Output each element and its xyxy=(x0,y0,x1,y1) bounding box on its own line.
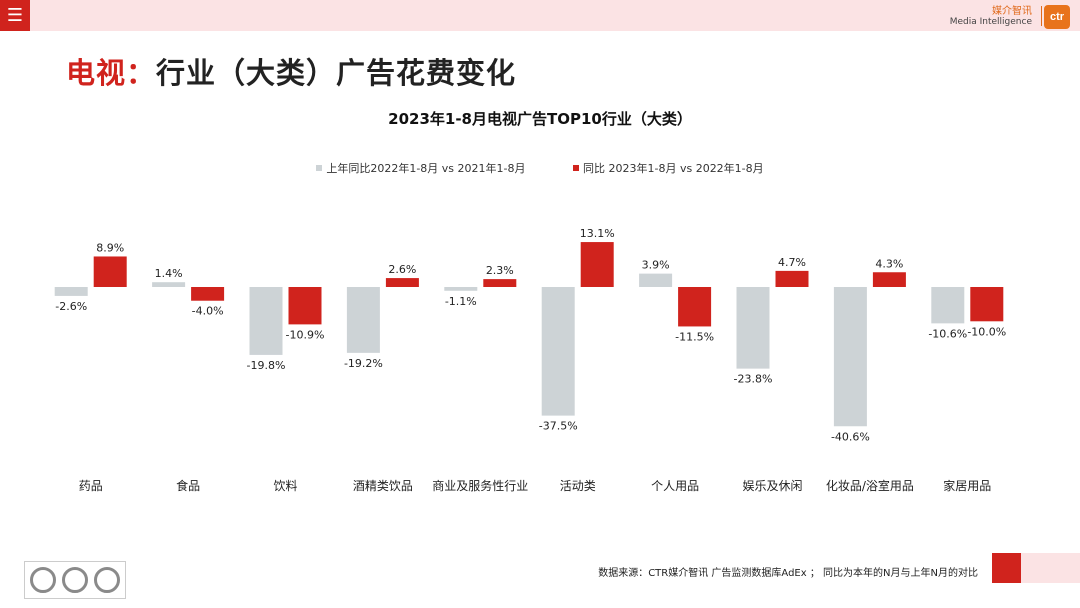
chart-legend: 上年同比2022年1-8月 vs 2021年1-8月 同比 2023年1-8月 … xyxy=(0,160,1080,176)
category-label: 个人用品 xyxy=(651,479,699,493)
data-label: 2.6% xyxy=(388,263,416,276)
data-label: -11.5% xyxy=(675,330,714,343)
legend-item-current-year: 同比 2023年1-8月 vs 2022年1-8月 xyxy=(573,160,764,176)
data-label: 8.9% xyxy=(96,241,124,254)
category-label: 药品 xyxy=(79,479,103,493)
brand-text: 媒介智讯 Media Intelligence xyxy=(950,6,1032,28)
bar-current-year xyxy=(191,287,225,301)
category-label: 饮料 xyxy=(273,479,297,493)
data-source-note: 数据来源：CTR媒介智讯 广告监测数据库AdEx ； 同比为本年的N月与上年N月… xyxy=(598,568,978,579)
bar-current-year xyxy=(483,279,517,287)
legend-item-prev-year: 上年同比2022年1-8月 vs 2021年1-8月 xyxy=(316,160,526,176)
data-label: -2.6% xyxy=(55,300,87,313)
certification-logos xyxy=(24,561,126,599)
bar-prev-year xyxy=(444,287,478,291)
page-title-main: 行业（大类）广告花费变化 xyxy=(156,56,517,90)
data-label: -40.6% xyxy=(831,430,870,443)
category-label: 商业及服务性行业 xyxy=(432,478,528,493)
brand-name-cn: 媒介智讯 xyxy=(992,6,1032,17)
category-label: 家居用品 xyxy=(943,478,991,493)
data-label: 2.3% xyxy=(486,264,514,277)
data-label: -1.1% xyxy=(445,295,477,308)
bar-current-year xyxy=(288,287,322,325)
bar-current-year xyxy=(93,256,127,287)
bar-current-year xyxy=(385,278,419,287)
data-label: 4.3% xyxy=(875,257,903,270)
bar-prev-year xyxy=(152,282,186,287)
data-label: 4.7% xyxy=(778,256,806,269)
legend-label-prev-year: 上年同比2022年1-8月 vs 2021年1-8月 xyxy=(326,162,526,175)
category-label: 化妆品/浴室用品 xyxy=(826,478,914,493)
category-label: 娱乐及休闲 xyxy=(742,479,802,493)
data-label: -19.8% xyxy=(247,359,286,372)
chart-title: 2023年1-8月电视广告TOP10行业（大类） xyxy=(388,110,692,128)
hamburger-menu-icon[interactable]: ☰ xyxy=(0,0,30,31)
category-label: 酒精类饮品 xyxy=(353,479,413,493)
bar-prev-year xyxy=(736,287,770,369)
data-label: -10.0% xyxy=(967,325,1006,338)
page-title: 电视：行业（大类）广告花费变化 xyxy=(66,50,516,92)
bar-prev-year xyxy=(833,287,867,427)
data-label: -23.8% xyxy=(734,373,773,386)
bar-current-year xyxy=(775,270,809,287)
data-label: -10.6% xyxy=(928,327,967,340)
data-label: 1.4% xyxy=(155,267,183,280)
bar-prev-year xyxy=(541,287,575,416)
data-label: -37.5% xyxy=(539,420,578,433)
bar-current-year xyxy=(970,287,1004,322)
data-label: -10.9% xyxy=(286,328,325,341)
category-label: 食品 xyxy=(176,478,200,493)
bar-current-year xyxy=(580,242,614,287)
bar-prev-year xyxy=(249,287,283,355)
legend-swatch-red xyxy=(573,165,579,171)
brand-divider xyxy=(1041,6,1042,26)
brand-name-en: Media Intelligence xyxy=(949,17,1032,27)
data-label: -19.2% xyxy=(344,357,383,370)
footer-accent-block xyxy=(992,553,1021,583)
ctr-logo: ctr xyxy=(1044,5,1070,29)
data-label: -4.0% xyxy=(192,305,224,318)
page-title-accent: 电视： xyxy=(66,56,157,90)
category-label: 活动类 xyxy=(560,479,596,493)
sgs-seal-icon xyxy=(62,567,88,593)
bar-prev-year xyxy=(931,287,965,324)
bar-current-year xyxy=(678,287,712,327)
bar-prev-year xyxy=(54,287,88,296)
data-label: 13.1% xyxy=(580,227,615,240)
data-label: 3.9% xyxy=(642,259,670,272)
legend-label-current-year: 同比 2023年1-8月 vs 2022年1-8月 xyxy=(583,162,764,175)
sgs-seal-icon xyxy=(30,567,56,593)
bar-current-year xyxy=(872,272,906,287)
bar-prev-year xyxy=(346,287,380,353)
legend-swatch-gray xyxy=(316,165,323,171)
header-band xyxy=(0,0,1080,31)
bar-prev-year xyxy=(639,273,673,287)
sgs-seal-icon xyxy=(94,567,120,593)
